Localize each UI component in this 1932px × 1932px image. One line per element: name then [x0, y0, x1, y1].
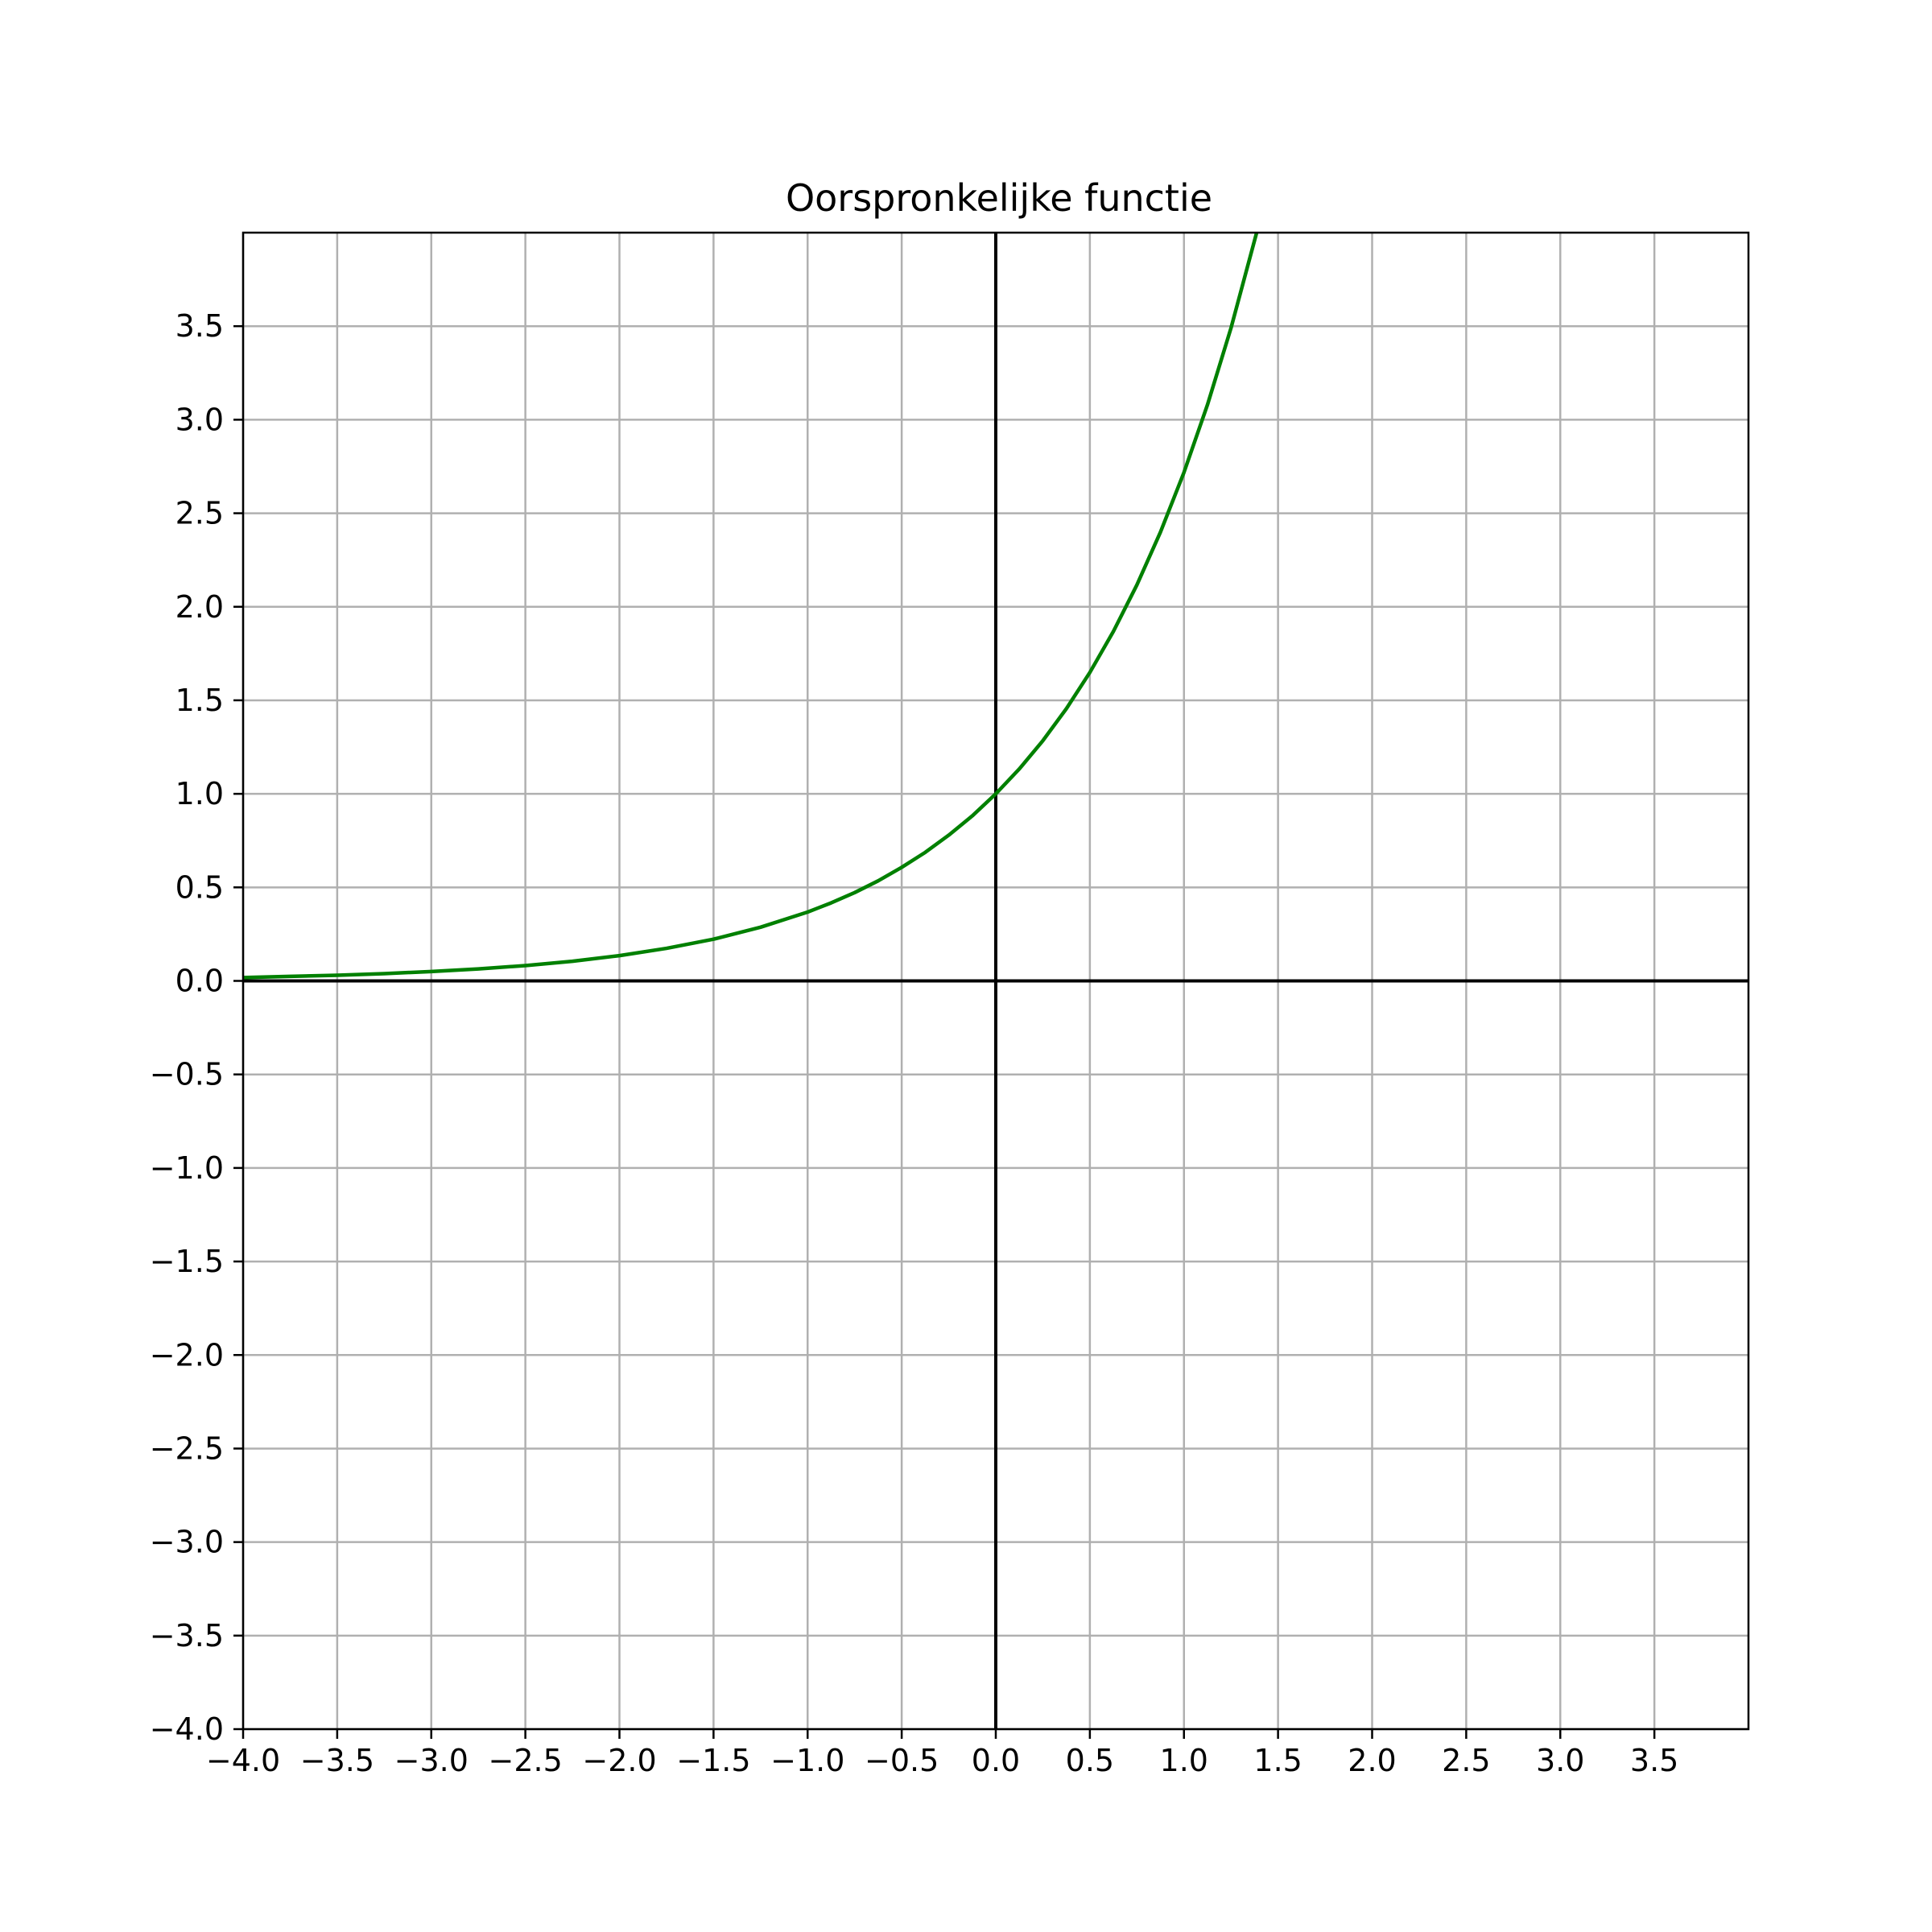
x-tick-label: 3.5	[1630, 1743, 1678, 1778]
x-tick-label: −3.0	[394, 1743, 469, 1778]
x-axis-ticks: −4.0 −3.5 −3.0 −2.5 −2.0 −1.5 −1.0 −0.5 0.0 0.5 1.…	[206, 1729, 1678, 1778]
x-tick-label: 0.0	[972, 1743, 1020, 1778]
x-tick-label: 0.5	[1066, 1743, 1114, 1778]
series-layer	[242, 232, 1259, 980]
x-tick-label: 2.5	[1442, 1743, 1490, 1778]
x-tick-label: 1.0	[1160, 1743, 1208, 1778]
y-tick-label: −2.0	[150, 1337, 224, 1373]
x-tick-label: 2.0	[1348, 1743, 1396, 1778]
x-tick-label: −3.5	[300, 1743, 374, 1778]
y-tick-label: 3.0	[175, 402, 224, 437]
y-tick-label: 2.0	[175, 589, 224, 625]
zero-axes	[243, 233, 1748, 1729]
x-tick-label: −2.5	[488, 1743, 562, 1778]
y-tick-label: 1.5	[175, 683, 224, 718]
x-tick-label: −4.0	[206, 1743, 280, 1778]
y-tick-label: −3.5	[150, 1618, 224, 1653]
x-tick-label: −0.5	[865, 1743, 939, 1778]
y-tick-label: 0.5	[175, 869, 224, 905]
x-tick-label: −2.0	[582, 1743, 656, 1778]
y-tick-label: −3.0	[150, 1525, 224, 1560]
x-tick-label: 3.0	[1536, 1743, 1584, 1778]
x-tick-label: −1.0	[770, 1743, 844, 1778]
y-tick-label: −1.0	[150, 1150, 224, 1186]
y-tick-label: 0.0	[175, 964, 224, 999]
y-tick-label: −4.0	[150, 1711, 224, 1747]
chart-title: Oorspronkelijke functie	[786, 176, 1212, 220]
y-tick-label: 1.0	[175, 776, 224, 811]
y-tick-label: −0.5	[150, 1057, 224, 1092]
y-tick-label: −1.5	[150, 1244, 224, 1279]
x-tick-label: −1.5	[676, 1743, 750, 1778]
y-tick-label: 2.5	[175, 496, 224, 531]
y-tick-label: −2.5	[150, 1430, 224, 1466]
y-tick-label: 3.5	[175, 308, 224, 344]
y-axis-ticks: −4.0 −3.5 −3.0 −2.5 −2.0 −1.5 −1.0 −0.5 0.0 0.5 1.…	[150, 308, 243, 1747]
series-line-0	[242, 232, 1259, 980]
x-tick-label: 1.5	[1253, 1743, 1302, 1778]
